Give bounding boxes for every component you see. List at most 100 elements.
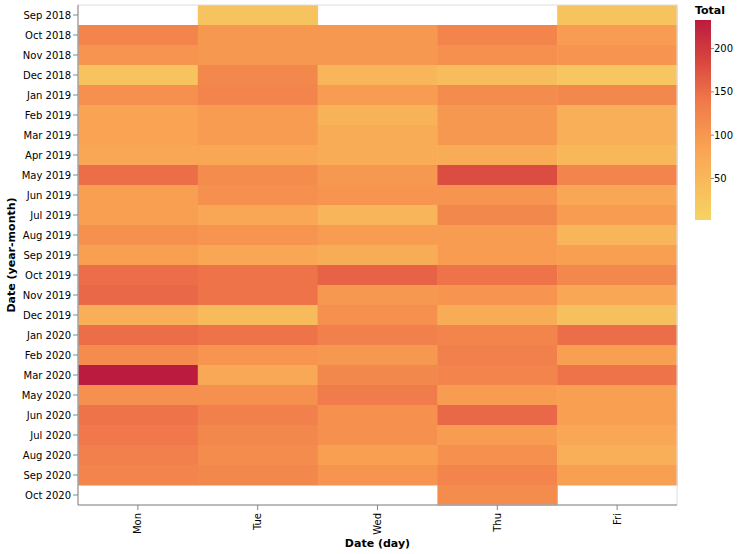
cell bbox=[198, 305, 318, 326]
cell bbox=[198, 385, 318, 406]
y-tick-label: Jul 2020 bbox=[29, 430, 71, 441]
cell bbox=[198, 125, 318, 146]
y-tick bbox=[73, 195, 78, 196]
y-tick bbox=[73, 235, 78, 236]
cell bbox=[557, 105, 677, 126]
cell bbox=[557, 445, 677, 466]
cell bbox=[557, 225, 677, 246]
cell bbox=[318, 405, 438, 426]
y-tick bbox=[73, 115, 78, 116]
cell bbox=[78, 285, 198, 306]
cell bbox=[318, 365, 438, 386]
cell bbox=[318, 465, 438, 486]
y-tick-label: Oct 2018 bbox=[25, 30, 71, 41]
y-axis-title: Date (year-month) bbox=[5, 197, 18, 312]
x-tick bbox=[377, 505, 378, 510]
cell bbox=[557, 405, 677, 426]
y-tick-label: Jul 2019 bbox=[29, 210, 71, 221]
y-tick-label: Jun 2019 bbox=[26, 190, 71, 201]
cell bbox=[557, 465, 677, 486]
cell bbox=[198, 285, 318, 306]
x-tick bbox=[257, 505, 258, 510]
cell bbox=[78, 185, 198, 206]
x-tick-label: Thu bbox=[492, 513, 503, 533]
y-tick-label: Dec 2019 bbox=[23, 310, 71, 321]
cell bbox=[557, 25, 677, 46]
cell bbox=[78, 405, 198, 426]
legend-tick-label: 150 bbox=[714, 86, 733, 97]
y-tick bbox=[73, 495, 78, 496]
y-tick-label: Nov 2019 bbox=[23, 290, 71, 301]
cell bbox=[78, 325, 198, 346]
cell bbox=[78, 205, 198, 226]
cell bbox=[437, 205, 557, 226]
cell bbox=[437, 365, 557, 386]
cell bbox=[318, 65, 438, 86]
cell bbox=[557, 385, 677, 406]
color-bar bbox=[695, 20, 711, 220]
cell bbox=[198, 45, 318, 66]
cell bbox=[318, 125, 438, 146]
cell bbox=[198, 465, 318, 486]
x-axis-title: Date (day) bbox=[345, 537, 410, 550]
cell bbox=[78, 385, 198, 406]
cell bbox=[198, 345, 318, 366]
cell bbox=[78, 265, 198, 286]
cell bbox=[557, 305, 677, 326]
cell bbox=[78, 345, 198, 366]
cell bbox=[198, 145, 318, 166]
cell bbox=[437, 385, 557, 406]
cell bbox=[318, 165, 438, 186]
cell bbox=[318, 45, 438, 66]
cell bbox=[557, 145, 677, 166]
cell bbox=[198, 205, 318, 226]
x-tick-label: Mon bbox=[132, 513, 143, 534]
cell bbox=[318, 145, 438, 166]
cell bbox=[78, 465, 198, 486]
y-tick-label: Oct 2019 bbox=[25, 270, 71, 281]
cell bbox=[318, 105, 438, 126]
cell bbox=[557, 265, 677, 286]
cell bbox=[437, 25, 557, 46]
y-tick bbox=[73, 475, 78, 476]
legend-title: Total bbox=[695, 4, 725, 17]
cell bbox=[318, 345, 438, 366]
cell bbox=[318, 425, 438, 446]
x-tick-label: Tue bbox=[252, 513, 263, 531]
cell bbox=[557, 85, 677, 106]
cell bbox=[198, 245, 318, 266]
y-tick bbox=[73, 255, 78, 256]
cell bbox=[557, 205, 677, 226]
x-tick bbox=[497, 505, 498, 510]
cell bbox=[318, 445, 438, 466]
cell bbox=[198, 325, 318, 346]
cell bbox=[557, 285, 677, 306]
y-tick bbox=[73, 215, 78, 216]
cell bbox=[198, 225, 318, 246]
cell bbox=[437, 145, 557, 166]
y-tick-label: Mar 2020 bbox=[24, 370, 72, 381]
cell bbox=[318, 325, 438, 346]
cell bbox=[78, 145, 198, 166]
y-tick-label: May 2020 bbox=[22, 390, 71, 401]
cell bbox=[198, 445, 318, 466]
cell bbox=[78, 105, 198, 126]
cell bbox=[437, 285, 557, 306]
cell bbox=[198, 165, 318, 186]
cell bbox=[78, 45, 198, 66]
x-tick-label: Wed bbox=[372, 513, 383, 535]
y-tick bbox=[73, 415, 78, 416]
y-tick bbox=[73, 95, 78, 96]
cell bbox=[557, 365, 677, 386]
y-tick-label: Jan 2020 bbox=[26, 330, 71, 341]
y-tick bbox=[73, 295, 78, 296]
cell bbox=[557, 165, 677, 186]
y-tick-label: Sep 2020 bbox=[24, 470, 71, 481]
cell bbox=[437, 265, 557, 286]
cell bbox=[78, 65, 198, 86]
cell bbox=[78, 445, 198, 466]
y-tick-label: Aug 2020 bbox=[23, 450, 71, 461]
cell bbox=[437, 65, 557, 86]
y-tick bbox=[73, 175, 78, 176]
y-tick bbox=[73, 335, 78, 336]
